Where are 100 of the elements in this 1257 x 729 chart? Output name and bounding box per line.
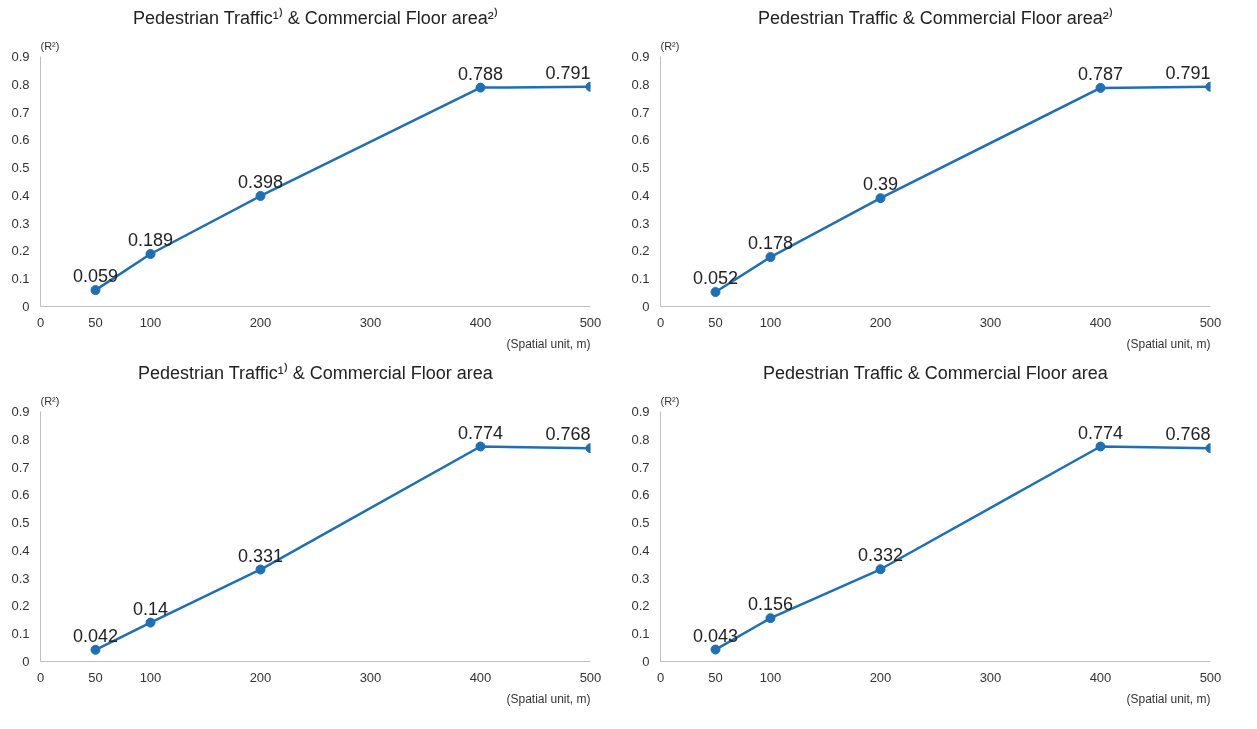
data-label: 0.059 — [72, 266, 119, 287]
data-label: 0.178 — [747, 233, 794, 254]
y-tick-label: 0.3 — [11, 215, 30, 231]
x-tick-label: 400 — [1089, 314, 1112, 330]
y-tick-label: 0.5 — [631, 515, 650, 531]
data-label: 0.331 — [237, 545, 284, 566]
data-label: 0.398 — [237, 171, 284, 192]
y-tick-label: 0.9 — [631, 404, 650, 419]
y-tick-label: 0 — [642, 299, 650, 314]
y-tick-label: 0.7 — [11, 104, 30, 120]
data-label: 0.768 — [1165, 424, 1211, 445]
y-tick-label: 0.7 — [11, 459, 30, 475]
y-tick-label: 0.1 — [11, 271, 30, 287]
data-label: 0.768 — [545, 424, 591, 445]
x-tick-label: 400 — [1089, 669, 1112, 685]
data-label: 0.189 — [127, 230, 174, 250]
y-tick-label: 0.4 — [631, 542, 650, 558]
x-tick-label: 0 — [36, 669, 45, 685]
x-tick-label: 500 — [579, 314, 602, 330]
data-label: 0.788 — [457, 63, 504, 84]
x-tick-label: 200 — [869, 314, 892, 330]
y-tick-label: 0.1 — [11, 626, 30, 642]
y-tick-label: 0.8 — [11, 431, 30, 447]
y-tick-label: 0.8 — [631, 431, 650, 447]
y-axis-title: (R²) — [40, 394, 60, 407]
x-tick-label: 300 — [979, 314, 1002, 330]
y-tick-label: 0.5 — [11, 515, 30, 531]
x-tick-label: 100 — [139, 314, 162, 330]
chart-title: Pedestrian Traffic & Commercial Floor area²⁾ — [757, 6, 1113, 28]
data-label: 0.14 — [132, 598, 169, 619]
y-axis-title: (R²) — [660, 394, 680, 407]
x-tick-label: 100 — [759, 669, 782, 685]
y-axis-title: (R²) — [40, 39, 60, 52]
y-tick-label: 0.1 — [631, 626, 650, 642]
data-label: 0.332 — [857, 545, 904, 566]
chart-title: Pedestrian Traffic¹⁾ & Commercial Floor area²⁾ — [132, 6, 498, 28]
y-tick-label: 0.7 — [631, 459, 650, 475]
data-label: 0.791 — [545, 62, 591, 83]
y-tick-label: 0.6 — [631, 487, 650, 503]
y-tick-label: 0.2 — [631, 243, 650, 259]
y-tick-label: 0.6 — [11, 487, 30, 503]
y-tick-label: 0.2 — [631, 598, 650, 614]
x-tick-label: 0 — [656, 314, 665, 330]
y-tick-label: 0 — [642, 654, 650, 669]
chart-title: Pedestrian Traffic & Commercial Floor area — [762, 362, 1109, 383]
x-axis-title: (Spatial unit, m) — [506, 336, 591, 351]
x-tick-label: 50 — [88, 669, 103, 685]
chart-title: Pedestrian Traffic¹⁾ & Commercial Floor area — [137, 361, 494, 383]
y-tick-label: 0.5 — [631, 160, 650, 176]
y-tick-label: 0.1 — [631, 271, 650, 287]
y-tick-label: 0.6 — [631, 132, 650, 148]
y-tick-label: 0.8 — [631, 76, 650, 92]
y-tick-label: 0.3 — [631, 570, 650, 586]
x-tick-label: 300 — [359, 314, 382, 330]
x-axis-title: (Spatial unit, m) — [1126, 691, 1211, 706]
x-tick-label: 100 — [759, 314, 782, 330]
data-label: 0.791 — [1165, 62, 1211, 83]
data-label: 0.156 — [747, 594, 794, 615]
x-tick-label: 500 — [1199, 314, 1222, 330]
y-tick-label: 0.2 — [11, 598, 30, 614]
data-label: 0.774 — [457, 422, 504, 443]
y-tick-label: 0.7 — [631, 104, 650, 120]
x-tick-label: 500 — [1199, 669, 1222, 685]
x-tick-label: 50 — [88, 314, 103, 330]
x-axis-title: (Spatial unit, m) — [1126, 336, 1211, 351]
data-label: 0.774 — [1077, 422, 1124, 443]
x-tick-label: 300 — [359, 669, 382, 685]
y-tick-label: 0.2 — [11, 243, 30, 259]
x-tick-label: 500 — [579, 669, 602, 685]
x-tick-label: 0 — [36, 314, 45, 330]
x-axis-title: (Spatial unit, m) — [506, 691, 591, 706]
x-tick-label: 400 — [469, 669, 492, 685]
y-tick-label: 0 — [22, 299, 30, 314]
x-tick-label: 400 — [469, 314, 492, 330]
x-tick-label: 300 — [979, 669, 1002, 685]
y-tick-label: 0.9 — [631, 49, 650, 64]
x-tick-label: 50 — [708, 669, 723, 685]
x-tick-label: 0 — [656, 669, 665, 685]
data-label: 0.042 — [72, 625, 119, 646]
y-tick-label: 0.8 — [11, 76, 30, 92]
y-tick-label: 0.4 — [631, 187, 650, 203]
x-tick-label: 200 — [249, 314, 272, 330]
data-label: 0.043 — [692, 625, 739, 646]
data-label: 0.052 — [692, 268, 739, 289]
y-tick-label: 0.6 — [11, 132, 30, 148]
x-tick-label: 100 — [139, 669, 162, 685]
y-tick-label: 0.4 — [11, 542, 30, 558]
x-tick-label: 200 — [869, 669, 892, 685]
y-tick-label: 0.4 — [11, 187, 30, 203]
data-label: 0.39 — [862, 174, 899, 195]
y-tick-label: 0.9 — [11, 49, 30, 64]
y-tick-label: 0 — [22, 654, 30, 669]
y-tick-label: 0.3 — [631, 215, 650, 231]
y-tick-label: 0.5 — [11, 160, 30, 176]
x-tick-label: 50 — [708, 314, 723, 330]
y-axis-title: (R²) — [660, 39, 680, 52]
y-tick-label: 0.9 — [11, 404, 30, 419]
x-tick-label: 200 — [249, 669, 272, 685]
data-label: 0.787 — [1077, 63, 1124, 84]
y-tick-label: 0.3 — [11, 570, 30, 586]
